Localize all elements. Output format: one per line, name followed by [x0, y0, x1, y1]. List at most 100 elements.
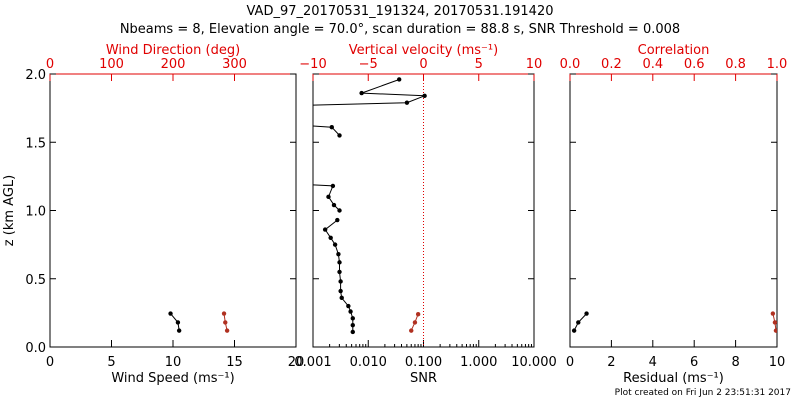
x-top-axis-label: Wind Direction (deg): [106, 43, 240, 58]
wind-speed-point: [175, 320, 181, 325]
vertical-velocity-point: [330, 183, 336, 189]
residual-point: [571, 328, 577, 333]
plot-created-footer: Plot created on Fri Jun 2 23:51:31 2017: [615, 388, 791, 398]
x-bottom-tick-label: 5: [107, 355, 115, 370]
panel-frame: [569, 73, 778, 348]
wind-direction-point: [224, 328, 230, 333]
vertical-velocity-point: [332, 242, 338, 247]
x-bottom-tick-label: 8: [731, 355, 739, 370]
series-group: [571, 311, 777, 333]
series-group: [168, 311, 230, 333]
panel-wind: 0.0 0.5 1.0 1.5 2.0 z (km AGL) 0 5 10 15 20 Wind Sp…: [2, 43, 304, 386]
x-bottom-tick-label: 0: [46, 355, 54, 370]
x-bottom-tick-label: 0: [566, 355, 574, 370]
x-top-tick-label: 0.0: [560, 57, 581, 72]
vertical-velocity-point: [322, 227, 328, 232]
x-top-tick-label: −10: [299, 57, 326, 72]
x-bottom-tick-label: 0.010: [350, 355, 387, 370]
residual-point: [576, 320, 581, 325]
x-top-tick-label: 5: [475, 57, 483, 72]
x-top-tick-label: −5: [359, 57, 378, 72]
y-tick-label: 2.0: [25, 68, 46, 83]
panel-correlation: 0 2 4 6 8 10 Residual (ms⁻¹) 0.0 0.2 0.4 0.6 0.8 1.0…: [560, 43, 788, 386]
x-top-axis-label: Correlation: [638, 43, 710, 58]
y-tick-label: 0.5: [25, 273, 46, 288]
x-top-tick-label: 0.8: [725, 57, 746, 72]
vertical-velocity-point: [339, 295, 344, 301]
wind-direction-point: [221, 311, 227, 316]
panel-vertical: 0.001 0.010 0.100 1.000 10.000 SNR −10 −5 0 5 10 Ve…: [294, 43, 557, 386]
panel-frame: [312, 73, 535, 348]
x-bottom-tick-label: 2: [607, 355, 615, 370]
x-top-tick-label: 0.6: [684, 57, 705, 72]
x-bottom-axis-label: SNR: [410, 371, 437, 386]
vertical-velocity-point: [331, 202, 337, 208]
residual-point: [584, 311, 589, 316]
x-bottom-tick-label: 0.100: [405, 355, 442, 370]
x-top-tick-label: 1.0: [767, 57, 788, 72]
vertical-velocity-point: [422, 93, 427, 99]
vertical-velocity-point: [329, 125, 334, 130]
vertical-velocity-line: [313, 184, 340, 211]
vertical-velocity-point: [326, 194, 331, 200]
vertical-velocity-point: [346, 303, 351, 309]
x-top-tick-label: 200: [161, 57, 186, 72]
snr-point: [412, 320, 418, 325]
x-top-tick-label: 0: [46, 57, 54, 72]
vertical-velocity-point: [328, 235, 333, 240]
x-bottom-tick-label: 0.001: [294, 355, 331, 370]
vertical-velocity-point: [350, 322, 355, 328]
x-top-tick-label: 0.4: [642, 57, 663, 72]
wind-speed-point: [176, 328, 182, 333]
series-group: [313, 77, 427, 335]
x-top-tick-label: 10: [526, 57, 543, 72]
y-tick-label: 1.0: [25, 205, 46, 220]
snr-point: [415, 312, 421, 317]
x-top-axis-label: Vertical velocity (ms⁻¹): [349, 43, 498, 58]
vertical-velocity-line: [313, 125, 340, 136]
vertical-velocity-point: [350, 316, 355, 321]
vertical-velocity-point: [404, 100, 410, 105]
x-top-tick-label: 0: [419, 57, 427, 72]
y-tick-label: 1.5: [25, 136, 46, 151]
x-bottom-tick-label: 10: [769, 355, 786, 370]
correlation-point: [770, 311, 776, 316]
correlation-point: [772, 320, 777, 325]
vertical-velocity-point: [337, 269, 342, 275]
x-top-tick-label: 0.2: [601, 57, 622, 72]
vertical-velocity-point: [336, 251, 341, 257]
x-bottom-tick-label: 4: [649, 355, 657, 370]
x-top-tick-label: 100: [99, 57, 124, 72]
vertical-velocity-point: [350, 329, 355, 335]
panel-frame: [49, 73, 297, 348]
y-tick-label: 0.0: [25, 341, 46, 356]
vertical-velocity-point: [337, 133, 342, 138]
vertical-velocity-point: [337, 260, 342, 265]
x-bottom-tick-label: 6: [690, 355, 698, 370]
x-bottom-axis-label: Residual (ms⁻¹): [623, 371, 724, 386]
x-bottom-tick-label: 20: [288, 355, 305, 370]
vertical-velocity-point: [335, 217, 340, 223]
y-axis-label: z (km AGL): [2, 175, 17, 246]
vertical-velocity-point: [396, 77, 402, 82]
figure-title: VAD_97_20170531_191324, 20170531.191420: [247, 4, 554, 19]
vertical-velocity-point: [337, 208, 342, 213]
snr-point: [409, 328, 414, 333]
vertical-velocity-point: [338, 279, 343, 284]
x-bottom-axis-label: Wind Speed (ms⁻¹): [111, 371, 234, 386]
wind-speed-point: [168, 311, 173, 316]
figure-subtitle: Nbeams = 8, Elevation angle = 70.0°, sca…: [120, 22, 680, 37]
x-bottom-tick-label: 10.000: [511, 355, 557, 370]
correlation-point: [773, 328, 777, 333]
x-bottom-tick-label: 10: [165, 355, 182, 370]
x-bottom-tick-label: 15: [226, 355, 243, 370]
vertical-velocity-line: [313, 79, 425, 106]
vertical-velocity-point: [338, 288, 343, 294]
vertical-velocity-point: [348, 309, 353, 314]
vertical-velocity-point: [359, 90, 364, 96]
wind-direction-point: [223, 320, 228, 325]
x-top-tick-label: 300: [222, 57, 247, 72]
x-bottom-tick-label: 1.000: [460, 355, 497, 370]
